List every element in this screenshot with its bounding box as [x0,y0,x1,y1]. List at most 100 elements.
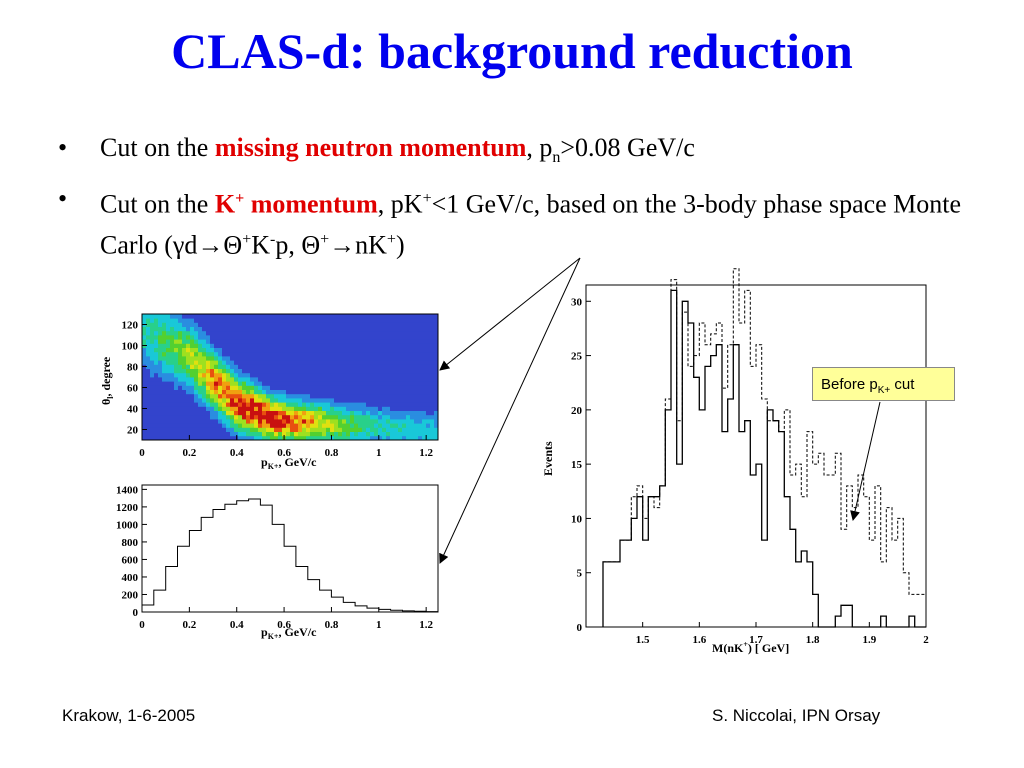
heatmap-cell [322,377,327,382]
heatmap-cell [426,330,431,336]
heatmap-cell [374,406,379,411]
heatmap-cell [226,351,231,357]
heatmap-cell [410,398,415,403]
heatmap-cell [278,427,283,432]
heatmap-cell [402,351,407,357]
heatmap-cell [290,389,295,395]
heatmap-x-tick-label: 0 [139,447,145,459]
heatmap-cell [222,326,227,332]
heatmap-cell [242,402,247,407]
heatmap-cell [430,385,435,390]
heatmap-cell [194,335,199,340]
heatmap-cell [286,431,291,437]
heatmap-cell [186,381,191,386]
heatmap-cell [142,435,147,441]
heatmap-cell [358,356,363,361]
heatmap-cell [422,335,427,340]
heatmap-cell [222,318,227,323]
heatmap-cell [394,347,399,353]
heatmap-cell [346,368,351,374]
heatmap-cell [346,410,351,416]
heatmap-cell [294,347,299,353]
heatmap-cell [310,385,315,390]
heatmap-cell [394,406,399,411]
heatmap-cell [298,393,303,399]
heatmap-cell [426,414,431,420]
heatmap-cell [330,364,335,369]
heatmap-cell [210,339,215,344]
heatmap-cell [346,339,351,344]
heatmap-cell [182,368,187,374]
heatmap-cell [310,326,315,332]
heatmap-cell [210,356,215,361]
heatmap-cell [142,431,147,437]
heatmap-cell [330,431,335,437]
heatmap-cell [386,389,391,395]
heatmap-cell [150,419,155,424]
heatmap-cell [170,381,175,386]
heatmap-cell [406,356,411,361]
heatmap-cell [158,414,163,420]
heatmap-cell [226,427,231,432]
heatmap-cell [354,351,359,357]
heatmap-cell [194,318,199,323]
heatmap-cell [206,389,211,395]
heatmap-cell [266,351,271,357]
heatmap-cell [206,406,211,411]
heatmap-cell [338,389,343,395]
heatmap-cell [250,423,255,428]
heatmap-cell [410,314,415,319]
heatmap-cell [334,381,339,386]
heatmap-cell [294,398,299,403]
heatmap-cell [294,372,299,378]
heatmap-cell [146,335,151,340]
heatmap-cell [278,402,283,407]
heatmap-cell [154,326,159,332]
heatmap-cell [194,406,199,411]
heatmap-cell [150,330,155,336]
heatmap-cell [298,385,303,390]
heatmap-cell [282,335,287,340]
heatmap-cell [310,431,315,437]
heatmap-cell [410,351,415,357]
momentum-y-tick-label: 200 [122,589,139,601]
heatmap-cell [178,435,183,441]
legend-text-pre: Before p [821,376,878,393]
heatmap-cell [282,381,287,386]
heatmap-cell [398,322,403,327]
heatmap-cell [318,339,323,344]
heatmap-cell [302,347,307,353]
heatmap-cell [166,414,171,420]
heatmap-cell [314,427,319,432]
heatmap-cell [366,368,371,374]
heatmap-cell [218,372,223,378]
heatmap-cell [358,372,363,378]
heatmap-cell [206,431,211,437]
heatmap-cell [358,423,363,428]
heatmap-cell [282,322,287,327]
heatmap-cell [198,364,203,369]
heatmap-cell [166,360,171,365]
momentum-y-tick-label: 1400 [116,484,139,496]
heatmap-cell [330,406,335,411]
heatmap-cell [198,419,203,424]
heatmap-cell [370,385,375,390]
heatmap-cell [258,368,263,374]
heatmap-cell [150,335,155,340]
heatmap-cell [402,423,407,428]
heatmap-cell [274,335,279,340]
heatmap-cell [238,356,243,361]
heatmap-cell [386,406,391,411]
heatmap-cell [322,423,327,428]
heatmap-cell [242,431,247,437]
heatmap-cell [418,402,423,407]
heatmap-cell [434,410,439,416]
heatmap-cell [198,410,203,416]
heatmap-cell [202,360,207,365]
heatmap-cell [342,410,347,416]
heatmap-cell [418,414,423,420]
heatmap-cell [434,330,439,336]
momentum-x-tick-label: 1.2 [419,619,433,631]
heatmap-cell [410,402,415,407]
heatmap-cell [398,360,403,365]
